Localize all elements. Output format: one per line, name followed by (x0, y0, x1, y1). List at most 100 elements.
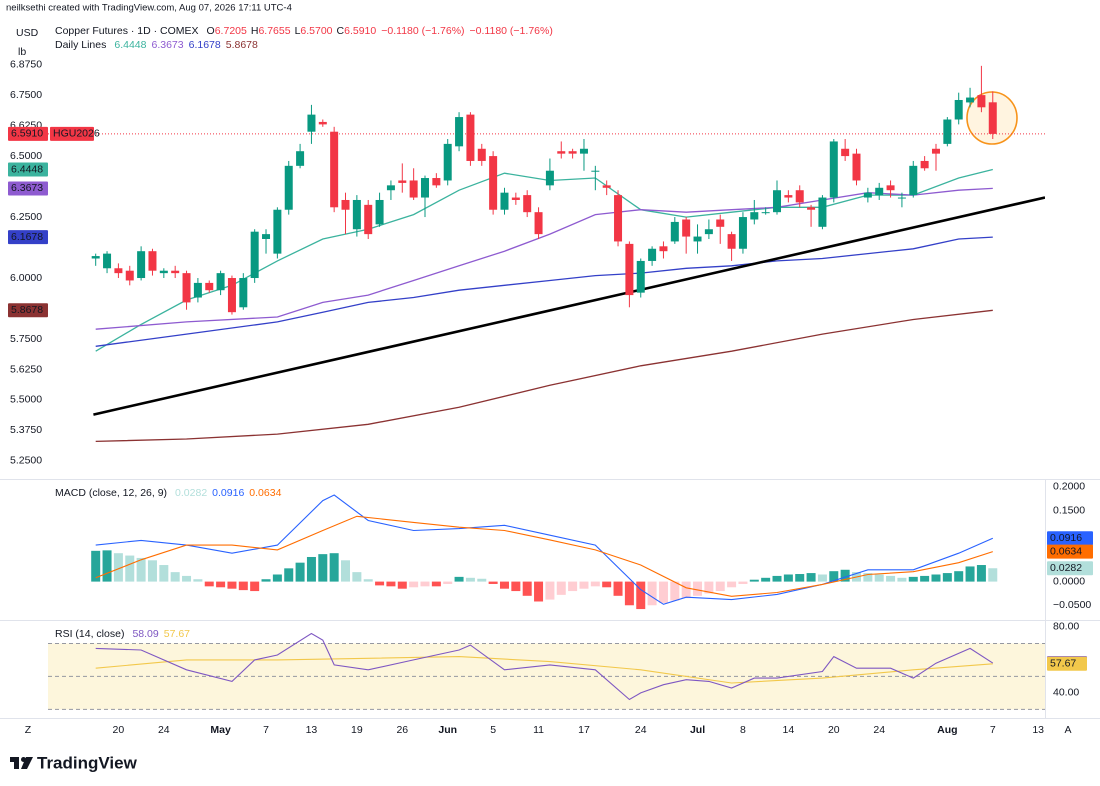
auto-scale-button[interactable]: A (1064, 724, 1071, 736)
histogram-bar (579, 581, 589, 589)
histogram-bar (636, 581, 646, 610)
histogram-bar (375, 581, 385, 586)
candle-body (534, 212, 543, 235)
y-tick-label: 0.1500 (1053, 504, 1085, 516)
x-tick-label: 7 (990, 724, 996, 736)
candle-body (659, 246, 668, 252)
candle-body (148, 251, 157, 271)
histogram-bar (874, 574, 884, 582)
histogram-bar (954, 571, 964, 582)
candle-body (693, 236, 702, 242)
candle-body (829, 141, 838, 198)
candle-body (523, 195, 532, 213)
value-label-box (1047, 561, 1093, 576)
candle-body (171, 270, 180, 274)
candle-body (807, 207, 816, 210)
histogram-bar (284, 568, 294, 582)
y-tick-label: 6.7500 (10, 89, 42, 101)
histogram-bar (363, 579, 373, 582)
legend-value: 6.5910 (344, 25, 376, 37)
plot-area (91, 494, 998, 610)
candle-body (205, 282, 214, 291)
histogram-bar (670, 581, 680, 601)
line (95, 309, 993, 443)
histogram-bar (182, 575, 192, 582)
value-label: 6.5910 (11, 128, 43, 140)
legend-symbol: Copper Futures · 1D · COMEX (55, 25, 199, 37)
legend-value: 58.09 (132, 628, 158, 640)
candle-body (420, 178, 429, 198)
legend-value: −0.1180 (−1.76%) (470, 25, 553, 37)
candle-body (375, 199, 384, 225)
y-tick-label: 5.2500 (10, 455, 42, 467)
x-tick-label: 24 (158, 724, 170, 736)
histogram-bar (409, 581, 419, 588)
zoom-button[interactable]: Z (25, 724, 32, 736)
candle-body (318, 121, 327, 125)
histogram-bar (840, 569, 850, 582)
y-tick-label: 0.0000 (1053, 575, 1085, 587)
candle-body (568, 151, 577, 154)
candle-body (545, 170, 554, 186)
histogram-bar (420, 581, 430, 587)
logo-part (14, 757, 19, 769)
candle-body (273, 209, 282, 254)
candle-body (875, 187, 884, 196)
legend-value: 6.7205 (215, 25, 247, 37)
x-tick-label: May (210, 724, 231, 736)
legend-value: 57.67 (164, 628, 190, 640)
histogram-bar (454, 576, 464, 582)
candle-body (682, 219, 691, 237)
histogram-bar (352, 572, 362, 582)
y-tick-label: 5.7500 (10, 333, 42, 345)
histogram-bar (443, 581, 453, 584)
y-tick-label: 0.2000 (1053, 481, 1085, 493)
x-tick-label: 14 (783, 724, 795, 736)
plot-area (95, 632, 994, 701)
histogram-bar (102, 550, 112, 582)
histogram-bar (272, 574, 282, 582)
value-label-box (1047, 656, 1087, 671)
candle-body (795, 190, 804, 203)
histogram-bar (511, 581, 521, 592)
x-tick-label: 24 (635, 724, 647, 736)
candle-body (432, 178, 441, 186)
candle-body (670, 221, 679, 242)
histogram-bar (749, 579, 759, 582)
brand-logo (10, 757, 33, 769)
candle-body (761, 212, 770, 214)
legend: Copper Futures · 1D · COMEX O6.7205 H6.765… (55, 25, 553, 37)
legend-key: C (337, 25, 345, 37)
histogram-bar (204, 581, 214, 587)
histogram-bar (568, 581, 578, 592)
candle-body (307, 114, 316, 132)
histogram-bar (795, 574, 805, 582)
candle-body (773, 190, 782, 213)
x-tick-label: 24 (873, 724, 885, 736)
candle-body (443, 143, 452, 181)
legend-title: Daily Lines (55, 39, 106, 51)
value-label: 6.3673 (11, 182, 43, 194)
y-tick-label: 5.6250 (10, 363, 42, 375)
y-tick-label: 40.00 (1053, 687, 1079, 699)
legend-value: 5.8678 (226, 39, 258, 51)
histogram-bar (704, 581, 714, 594)
x-tick-label: 20 (828, 724, 840, 736)
x-tick-label: 7 (263, 724, 269, 736)
y-tick-label: 6.8750 (10, 58, 42, 70)
candle-body (931, 148, 940, 154)
candle-body (409, 180, 418, 198)
candle-body (966, 97, 975, 103)
y-tick-label: 6.5000 (10, 150, 42, 162)
candle-body (125, 270, 134, 281)
candle-body (284, 165, 293, 210)
candle-body (455, 117, 464, 147)
plot-area (48, 65, 1045, 443)
candle-body (852, 153, 861, 181)
histogram-bar (613, 581, 623, 596)
legend: MACD (close, 12, 26, 9) 0.0282 0.0916 0.063… (55, 487, 282, 499)
attribution: neilksethi created with TradingView.com,… (6, 3, 292, 14)
histogram-bar (624, 581, 634, 606)
legend-value: 0.0282 (175, 487, 207, 499)
histogram-bar (602, 581, 612, 588)
